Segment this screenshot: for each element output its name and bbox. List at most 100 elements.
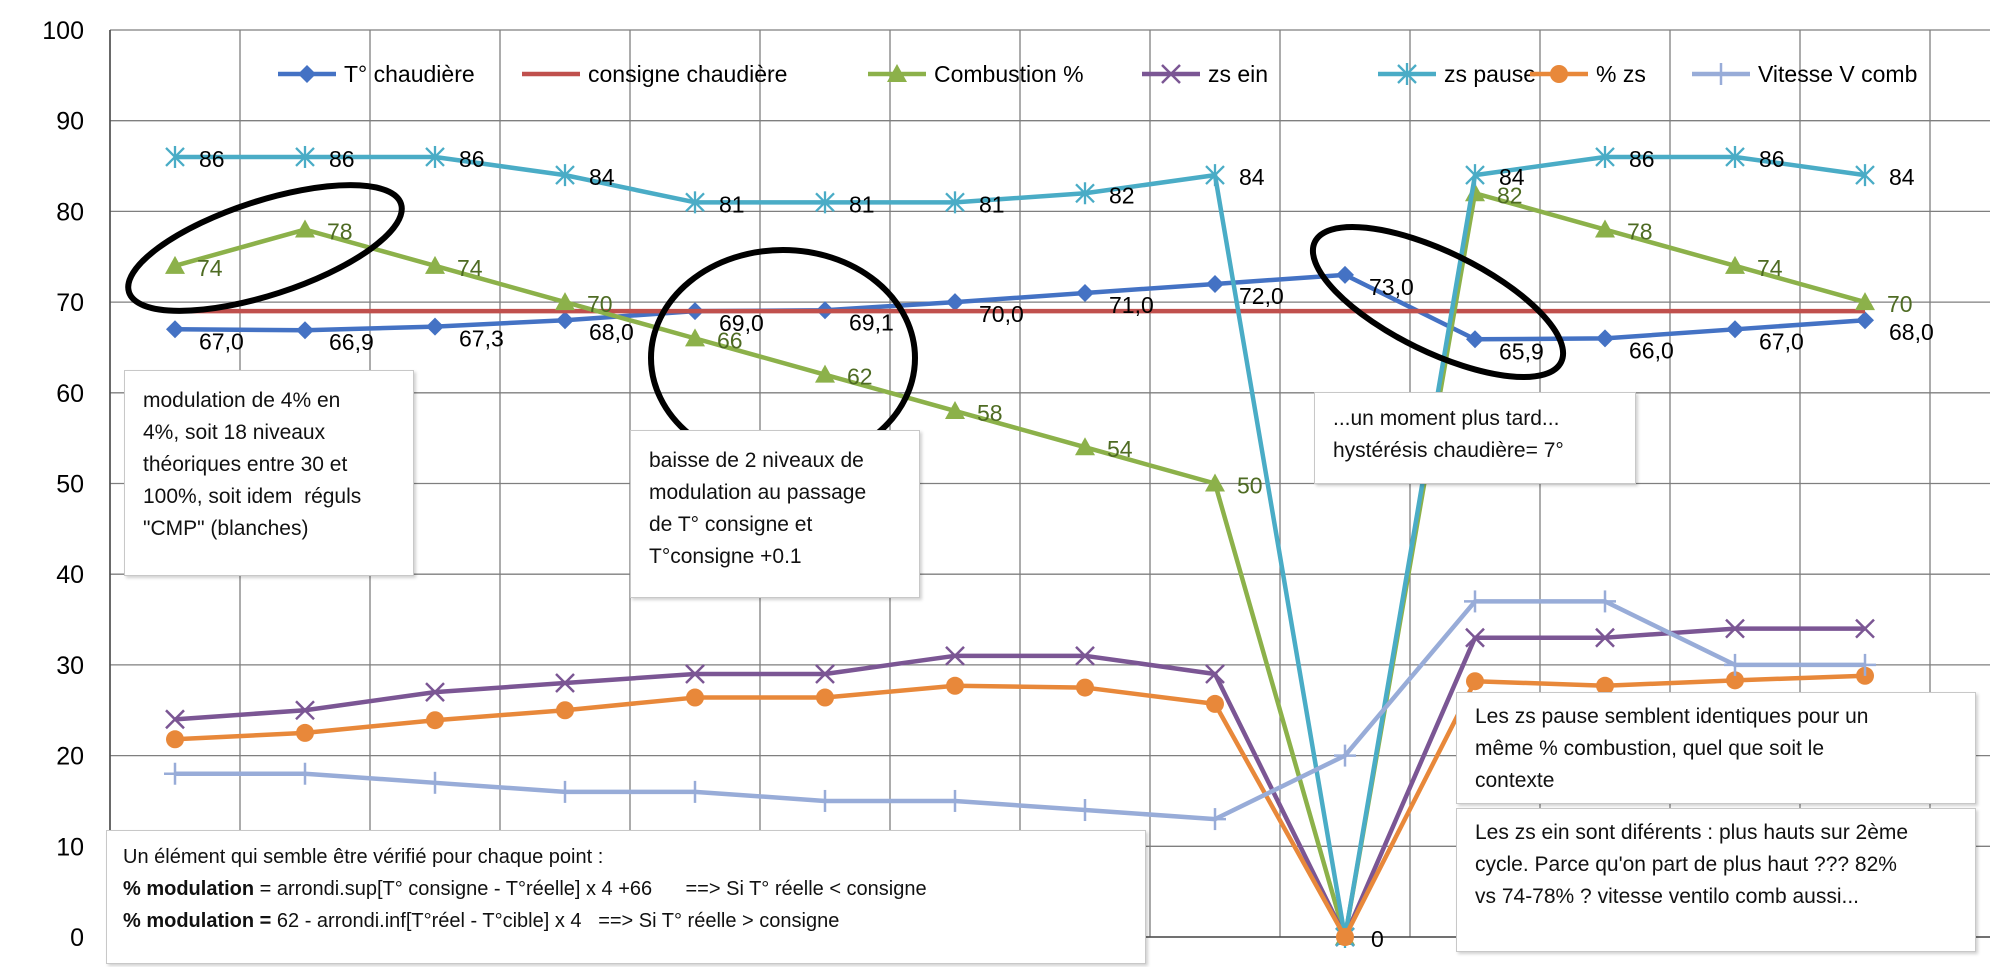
- data-point: [1465, 164, 1485, 187]
- data-label: 70: [1887, 291, 1913, 317]
- y-tick-label: 70: [56, 289, 84, 317]
- legend-marker: [1550, 65, 1568, 83]
- data-point: [946, 293, 964, 312]
- data-point: [296, 321, 314, 340]
- data-label: 73,0: [1369, 274, 1414, 300]
- data-label: 74: [1757, 255, 1783, 281]
- note-formula: Un élément qui semble être vérifié pour …: [106, 830, 1146, 964]
- data-label: 84: [589, 164, 615, 190]
- legend-item: zs pause: [1378, 61, 1536, 87]
- data-point: [426, 711, 444, 730]
- series-line: [175, 154, 1866, 940]
- series-layer: [164, 145, 1876, 948]
- data-point: [426, 317, 444, 336]
- data-point: [1336, 265, 1354, 284]
- legend-label: Combustion %: [934, 61, 1084, 87]
- formula-line-1: % modulation = arrondi.sup[T° consigne -…: [123, 873, 1129, 905]
- series-line: [174, 673, 1866, 940]
- data-point: [1855, 618, 1875, 639]
- y-axis-tick-labels: 0 10 20 30 40 50 60 70 80 90 100: [42, 17, 84, 952]
- data-point: [815, 191, 835, 214]
- data-point: [164, 762, 186, 785]
- data-label: 82: [1109, 182, 1135, 208]
- formula-intro: Un élément qui semble être vérifié pour …: [123, 846, 604, 868]
- series-2: [165, 183, 1875, 945]
- data-label: 86: [329, 146, 355, 172]
- data-point: [1076, 284, 1094, 303]
- data-label: 68,0: [589, 319, 634, 345]
- data-point: [165, 709, 185, 730]
- note-line: modulation au passage: [649, 481, 867, 504]
- data-label: 81: [719, 191, 745, 217]
- legend-item: consigne chaudière: [522, 61, 787, 87]
- data-point: [425, 145, 445, 168]
- data-point: [686, 688, 704, 707]
- data-point: [425, 255, 445, 274]
- data-point: [295, 145, 315, 168]
- series-5: [166, 666, 1874, 946]
- note-line: ...un moment plus tard...: [1333, 407, 1560, 430]
- data-point: [555, 292, 575, 311]
- data-label: 86: [199, 146, 225, 172]
- data-label: 67,0: [199, 328, 244, 354]
- y-tick-label: 100: [42, 17, 84, 45]
- data-label: 82: [1497, 182, 1523, 208]
- formula-1-text: = arrondi.sup[T° consigne - T°réelle] x …: [254, 878, 927, 900]
- data-label: 70: [587, 291, 613, 317]
- series-6: [164, 590, 1876, 831]
- data-point: [1725, 255, 1745, 274]
- legend-item: Combustion %: [868, 61, 1084, 87]
- note-line: théoriques entre 30 et: [143, 453, 348, 476]
- note-line: T°consigne +0.1: [649, 545, 802, 568]
- data-point: [294, 762, 316, 785]
- note-line: 4%, soit 18 niveaux: [143, 421, 326, 444]
- data-label: 84: [1889, 164, 1915, 190]
- legend-label: consigne chaudière: [588, 61, 787, 87]
- data-point: [1466, 672, 1484, 691]
- chart-legend: T° chaudière consigne chaudière Combustion…: [278, 61, 1917, 87]
- data-label: 70,0: [979, 301, 1024, 327]
- note-baisse: baisse de 2 niveaux de modulation au pas…: [630, 430, 920, 598]
- data-point: [1075, 437, 1095, 456]
- data-label: 86: [1629, 146, 1655, 172]
- data-point: [1854, 653, 1876, 676]
- data-label: 50: [1237, 473, 1263, 499]
- legend-item: T° chaudière: [278, 61, 475, 87]
- data-point: [1726, 320, 1744, 339]
- data-point: [1726, 671, 1744, 690]
- data-point: [1855, 164, 1875, 187]
- data-point: [1596, 329, 1614, 348]
- data-point: [1074, 799, 1096, 822]
- data-point: [816, 688, 834, 707]
- note-line: "CMP" (blanches): [143, 517, 309, 540]
- legend-item: % zs: [1530, 61, 1646, 87]
- data-point: [1856, 311, 1874, 330]
- note-line: contexte: [1475, 769, 1555, 792]
- data-point: [424, 771, 446, 794]
- data-label: 84: [1499, 164, 1525, 190]
- series-line: [174, 191, 1866, 940]
- note-line: modulation de 4% en: [143, 389, 341, 412]
- data-point: [1594, 590, 1616, 613]
- note-line: 100%, soit idem réguls: [143, 485, 362, 508]
- data-label: 74: [197, 255, 223, 281]
- data-label: 66,9: [329, 329, 374, 355]
- data-point: [1206, 274, 1224, 293]
- y-tick-label: 50: [56, 471, 84, 499]
- note-zs-ein: Les zs ein sont diférents : plus hauts s…: [1456, 808, 1976, 952]
- data-point: [1204, 808, 1226, 831]
- data-label: 86: [1759, 146, 1785, 172]
- legend-marker: [1161, 64, 1181, 84]
- legend-label: Vitesse V comb: [1758, 61, 1917, 87]
- data-label: 81: [979, 191, 1005, 217]
- legend-marker: [1397, 63, 1417, 85]
- highlight-ellipse: [1309, 223, 1567, 381]
- note-line: Les zs pause semblent identiques pour un: [1475, 705, 1869, 728]
- data-point: [1596, 676, 1614, 695]
- y-tick-label: 20: [56, 743, 84, 771]
- data-point: [1464, 590, 1486, 613]
- data-point: [556, 311, 574, 330]
- data-point: [556, 701, 574, 720]
- data-label: 78: [1627, 219, 1653, 245]
- formula-line-2: % modulation = 62 - arrondi.inf[T°réel -…: [123, 905, 1129, 937]
